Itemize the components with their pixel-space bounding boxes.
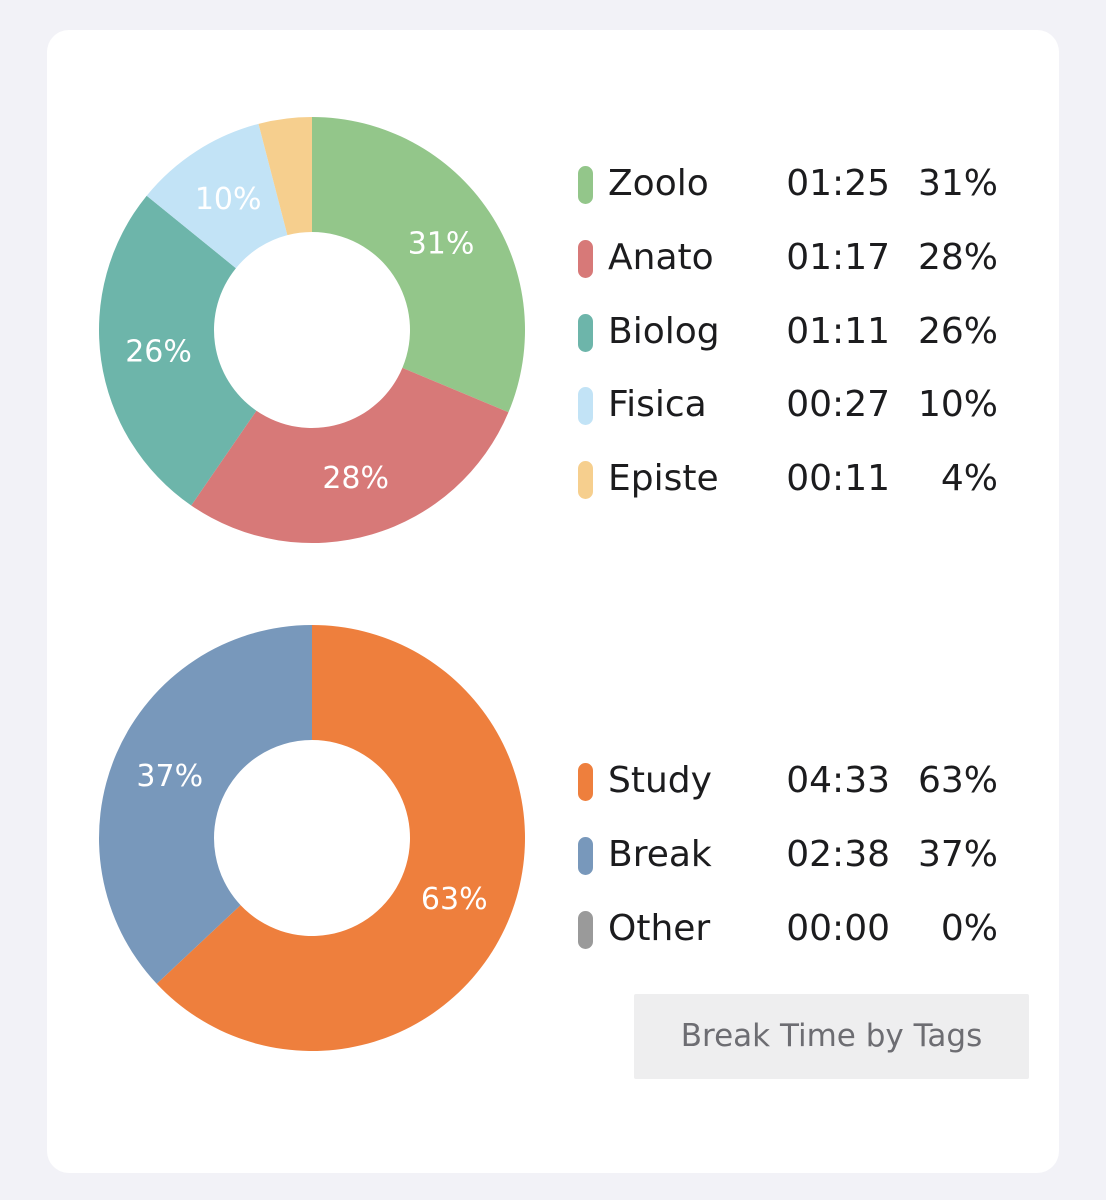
slice-fisica [146, 123, 288, 269]
legend-row-anato: Anato 01:17 28% [574, 222, 1014, 296]
legend-name: Anato [608, 236, 714, 278]
legend-swatch [578, 763, 593, 801]
legend-swatch [578, 836, 593, 875]
legend-time: 01:25 [786, 163, 890, 204]
legend-name: Break [608, 833, 712, 875]
legend-percent: 28% [917, 236, 998, 278]
legend-percent: 26% [917, 310, 998, 352]
legend-time: 00:00 [786, 907, 890, 949]
slice-label-anato: 28% [322, 461, 389, 496]
legend-name: Study [608, 760, 712, 801]
slice-episte [258, 117, 312, 236]
break-time-by-tags-button[interactable]: Break Time by Tags [634, 994, 1029, 1079]
slice-study [156, 625, 525, 1051]
slice-biolog [98, 195, 257, 506]
legend-time: 04:33 [786, 760, 890, 801]
slice-anato [191, 367, 509, 544]
legend-row-zoolo: Zoolo 01:25 31% [574, 148, 1014, 222]
legend-swatch [578, 313, 593, 352]
legend-swatch [578, 461, 593, 499]
legend-swatch [578, 910, 593, 949]
slice-zoolo [312, 117, 525, 413]
subjects-donut-chart: 31% 28% 26% 10% [98, 117, 525, 544]
legend-time: 00:27 [786, 384, 890, 426]
legend-swatch [578, 166, 593, 204]
slice-label-break: 37% [136, 759, 203, 794]
legend-swatch [578, 387, 593, 426]
legend-row-break: Break 02:38 37% [574, 819, 1014, 893]
legend-percent: 31% [917, 163, 998, 204]
legend-row-episte: Episte 00:11 4% [574, 443, 1014, 517]
legend-row-study: Study 04:33 63% [574, 745, 1014, 819]
legend-row-biolog: Biolog 01:11 26% [574, 296, 1014, 370]
legend-time: 01:11 [786, 310, 890, 352]
legend-name: Fisica [608, 384, 707, 426]
legend-percent: 10% [917, 384, 998, 426]
slice-label-zoolo: 31% [408, 227, 475, 262]
slice-label-fisica: 10% [195, 182, 262, 217]
legend-time: 00:11 [786, 458, 890, 499]
slice-label-study: 63% [421, 882, 488, 917]
legend-percent: 0% [940, 907, 998, 949]
legend-name: Other [608, 907, 711, 949]
legend-row-fisica: Fisica 00:27 10% [574, 369, 1014, 443]
slice-break [98, 625, 312, 984]
subjects-legend: Zoolo 01:25 31% Anato 01:17 28% Biolog 01:11 26%… [574, 148, 1014, 517]
legend-row-other: Other 00:00 0% [574, 893, 1014, 967]
legend-time: 02:38 [786, 833, 890, 875]
legend-percent: 63% [917, 760, 998, 801]
time-type-donut-chart: 63% 37% [98, 625, 525, 1051]
slice-label-biolog: 26% [125, 335, 192, 370]
legend-name: Episte [608, 458, 719, 499]
legend-time: 01:17 [786, 236, 890, 278]
legend-name: Zoolo [608, 163, 709, 204]
legend-percent: 37% [917, 833, 998, 875]
legend-name: Biolog [608, 310, 720, 352]
legend-swatch [578, 239, 593, 278]
legend-percent: 4% [940, 458, 998, 499]
time-type-legend: Study 04:33 63% Break 02:38 37% Other 00:00 0% [574, 745, 1014, 966]
